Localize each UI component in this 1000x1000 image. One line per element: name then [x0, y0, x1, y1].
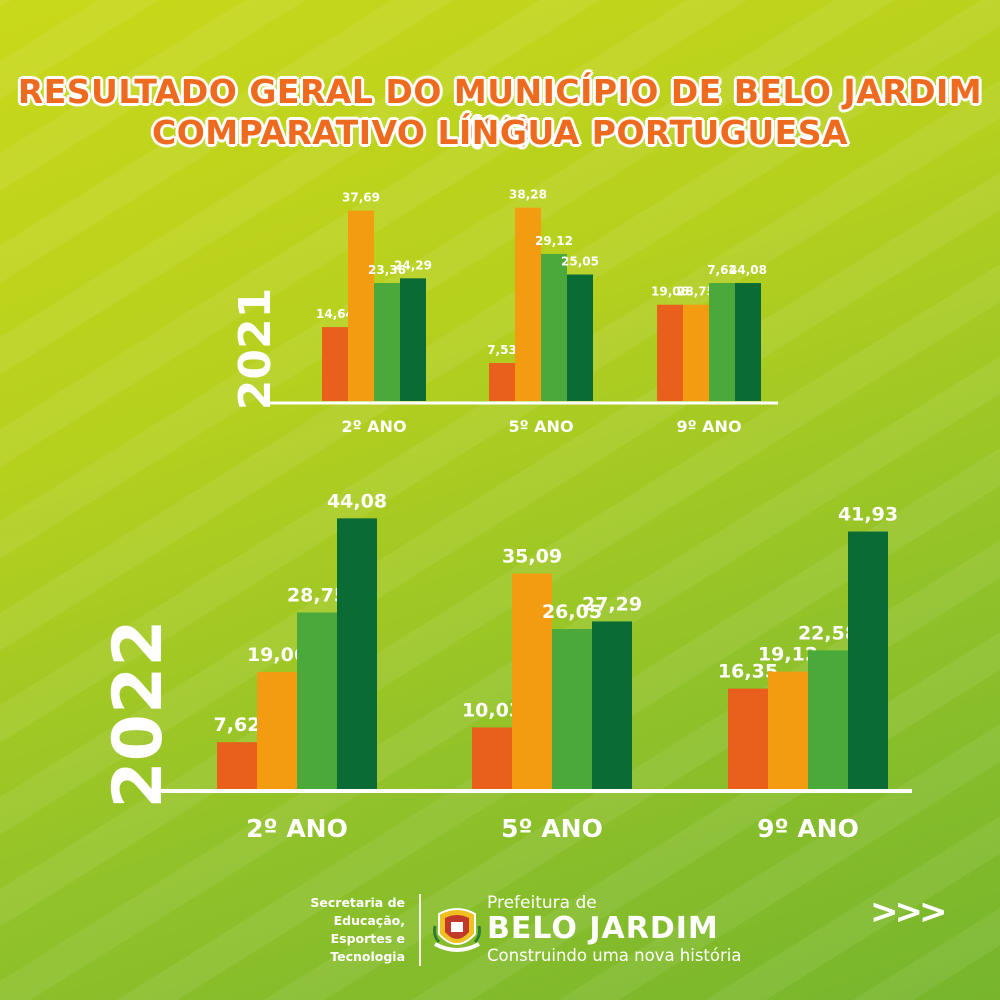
prefeitura-label: Prefeitura de	[487, 893, 597, 913]
bar-2021-3-3	[709, 283, 735, 401]
bar-2021-1-4	[400, 278, 426, 401]
bar-2022-1-2	[257, 671, 297, 789]
bar-2021-2-3	[541, 253, 567, 401]
category-label: 9º ANO	[757, 814, 859, 843]
bar-2022-3-1	[728, 688, 768, 789]
data-label: 26,05	[542, 601, 602, 623]
data-label: 44,08	[327, 490, 387, 512]
category-label: 5º ANO	[501, 814, 603, 843]
data-label: 14,64	[316, 307, 354, 321]
bar-2021-2-4	[567, 274, 593, 401]
bar-2021-2-2	[515, 207, 541, 401]
bar-2021-1-2	[348, 210, 374, 401]
data-label: 24,29	[394, 258, 432, 272]
footer: Secretaria de Educação, Esportes e Tecno…	[300, 890, 741, 970]
chart-title: RESULTADO GERAL DO MUNICÍPIO DE BELO JAR…	[17, 72, 983, 150]
bar-2022-2-3	[552, 629, 592, 789]
data-label: 37,69	[342, 191, 380, 205]
category-label: 2º ANO	[246, 814, 348, 843]
data-label: 10,03	[462, 699, 522, 721]
slogan: Construindo uma nova história	[487, 946, 742, 965]
data-label: 19,06	[651, 285, 689, 299]
bar-2022-3-2	[768, 671, 808, 789]
data-label: 44,08	[729, 263, 767, 277]
category-label: 5º ANO	[508, 417, 573, 436]
crest-icon	[433, 908, 481, 952]
data-label: 28,75	[287, 584, 347, 606]
data-label: 23,36	[368, 263, 406, 277]
bar-2022-1-3	[297, 612, 337, 789]
secretaria-line: Esportes e	[330, 931, 405, 946]
bar-2022-3-3	[808, 650, 848, 789]
bar-2022-1-4	[337, 518, 377, 789]
category-label: 2º ANO	[341, 417, 406, 436]
category-label: 9º ANO	[676, 417, 741, 436]
data-label: 7,53	[487, 343, 517, 357]
data-label: 41,93	[838, 504, 898, 526]
bar-2022-2-2	[512, 573, 552, 789]
bar-2021-1-1	[322, 327, 348, 401]
year-label: 2021	[230, 288, 281, 410]
bar-2021-3-4	[735, 283, 761, 401]
data-label: 27,29	[582, 593, 642, 615]
bar-2022-1-1	[217, 742, 257, 789]
bar-2022-2-4	[592, 621, 632, 789]
data-label: 22,58	[798, 622, 858, 644]
chart-subtitle: COMPARATIVO LÍNGUA PORTUGUESA	[151, 113, 848, 152]
bar-2021-3-1	[657, 304, 683, 401]
secretaria-line: Educação,	[333, 913, 405, 928]
data-label: 16,35	[718, 661, 778, 683]
data-label: 38,28	[509, 188, 547, 202]
prefeitura-brand: Prefeitura de BELO JARDIM Construindo um…	[421, 893, 741, 967]
data-label: 19,06	[247, 644, 307, 666]
data-label: 29,12	[535, 234, 573, 248]
bar-2021-3-2	[683, 304, 709, 401]
data-label: 28,75	[677, 285, 715, 299]
year-label: 2022	[99, 619, 178, 808]
bar-2022-2-1	[472, 727, 512, 789]
secretaria-line: Secretaria de	[310, 895, 405, 910]
bar-2022-3-4	[848, 531, 888, 789]
next-arrows[interactable]: >>>	[870, 892, 947, 932]
city-name: BELO JARDIM	[487, 911, 719, 946]
bar-2021-2-1	[489, 362, 515, 401]
data-label: 7,62	[707, 263, 737, 277]
data-label: 19,12	[758, 644, 818, 666]
data-label: 25,05	[561, 254, 599, 268]
secretaria-line: Tecnologia	[330, 949, 405, 964]
secretaria-label: Secretaria de Educação, Esportes e Tecno…	[300, 894, 421, 966]
bar-2021-1-3	[374, 283, 400, 401]
data-label: 35,09	[502, 546, 562, 568]
data-label: 7,62	[214, 714, 261, 736]
